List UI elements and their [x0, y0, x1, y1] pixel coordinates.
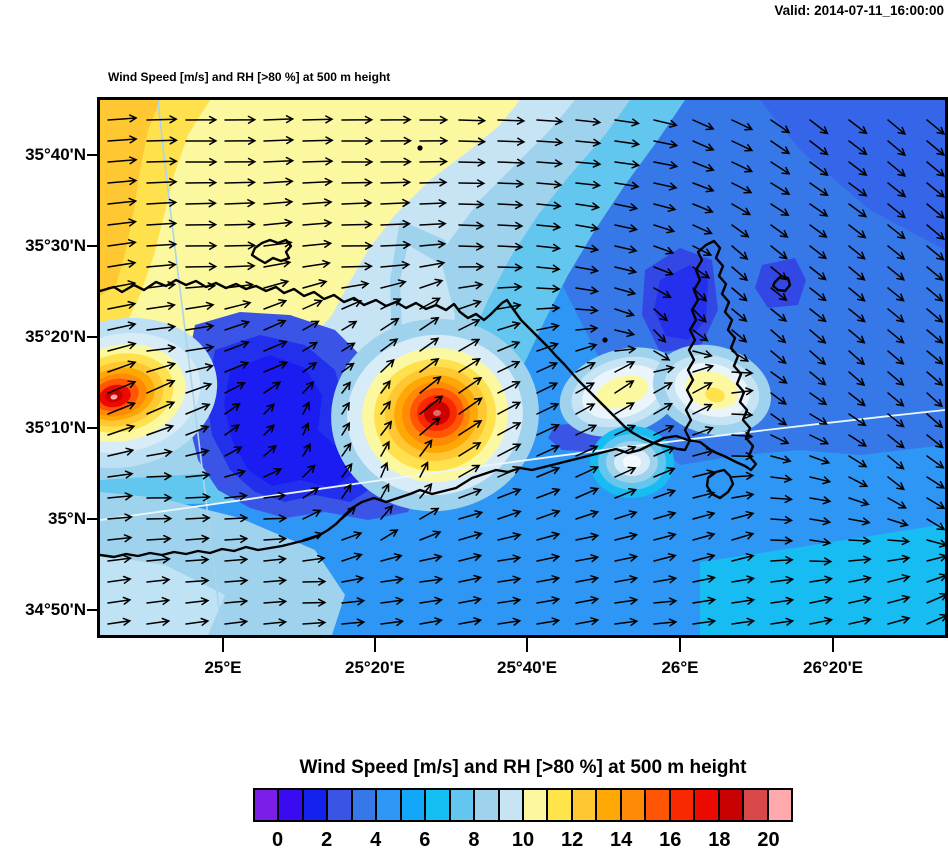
x-tick-label: 25°E — [204, 658, 242, 677]
colorbar-cell — [350, 790, 376, 820]
wind-arrows-layer — [107, 114, 945, 627]
colorbar-tick-label: 18 — [708, 829, 731, 851]
colorbar-tick-label: 6 — [419, 829, 431, 851]
x-tick-label: 26°E — [661, 658, 699, 677]
colorbar-cell — [668, 790, 694, 820]
y-tick-mark — [87, 609, 100, 611]
graticule-lines — [100, 100, 945, 635]
colorbar-cell — [766, 790, 791, 820]
colorbar-tick-label: 2 — [321, 829, 333, 851]
y-tick-mark — [87, 245, 100, 247]
colorbar-cell — [399, 790, 425, 820]
colorbar-cell — [301, 790, 327, 820]
wind-map — [100, 100, 945, 635]
colorbar-tick-label: 20 — [757, 829, 780, 851]
colorbar-cell — [717, 790, 743, 820]
y-tick-mark — [87, 518, 100, 520]
colorbar-cell — [546, 790, 571, 820]
x-tick-label: 25°40'E — [497, 658, 557, 677]
colorbar-cell — [497, 790, 522, 820]
x-tick-mark — [679, 638, 681, 652]
x-tick-mark — [222, 638, 224, 652]
colorbar-cell — [473, 790, 498, 820]
colorbar-title: Wind Speed [m/s] and RH [>80 %] at 500 m… — [299, 757, 747, 778]
map-frame — [97, 97, 948, 638]
colorbar-tick-label: 14 — [610, 829, 633, 851]
colorbar-cell — [255, 790, 278, 820]
x-tick-mark — [374, 638, 376, 652]
y-tick-label: 35°20'N — [25, 327, 86, 346]
colorbar-cell — [375, 790, 400, 820]
colorbar-cell — [448, 790, 474, 820]
colorbar-cell — [644, 790, 669, 820]
y-tick-label: 35°10'N — [25, 418, 86, 437]
colorbar-cell — [570, 790, 596, 820]
colorbar-tick-label: 10 — [511, 829, 535, 851]
colorbar-tick-label: 0 — [271, 829, 284, 851]
valid-time-label: Valid: 2014-07-11_16:00:00 — [774, 3, 944, 18]
colorbar-cell — [424, 790, 449, 820]
x-tick-label: 25°20'E — [345, 658, 405, 677]
colorbar-tick-label: 4 — [370, 829, 382, 851]
y-tick-mark — [87, 154, 100, 156]
y-tick-mark — [87, 336, 100, 338]
y-tick-mark — [87, 427, 100, 429]
x-tick-mark — [526, 638, 528, 652]
colorbar-cell — [326, 790, 351, 820]
y-tick-label: 35°40'N — [25, 145, 86, 164]
colorbar — [253, 788, 793, 822]
colorbar-cell — [742, 790, 767, 820]
colorbar-cell — [521, 790, 547, 820]
colorbar-cell — [693, 790, 718, 820]
map-title-line-1: Wind Speed [m/s] and RH [>80 %] at 500 m… — [108, 70, 391, 84]
colorbar-tick-label: 12 — [560, 829, 584, 851]
y-tick-label: 35°N — [48, 509, 86, 528]
x-tick-mark — [832, 638, 834, 652]
y-tick-label: 34°50'N — [25, 600, 86, 619]
colorbar-cell — [595, 790, 620, 820]
colorbar-tick-label: 8 — [468, 829, 480, 851]
colorbar-cell — [619, 790, 645, 820]
x-tick-label: 26°20'E — [803, 658, 863, 677]
colorbar-cell — [277, 790, 302, 820]
colorbar-tick-label: 16 — [659, 829, 682, 851]
y-tick-label: 35°30'N — [25, 236, 86, 255]
